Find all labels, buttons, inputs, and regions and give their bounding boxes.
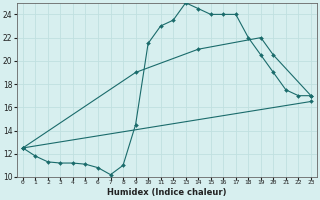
X-axis label: Humidex (Indice chaleur): Humidex (Indice chaleur) [107,188,227,197]
